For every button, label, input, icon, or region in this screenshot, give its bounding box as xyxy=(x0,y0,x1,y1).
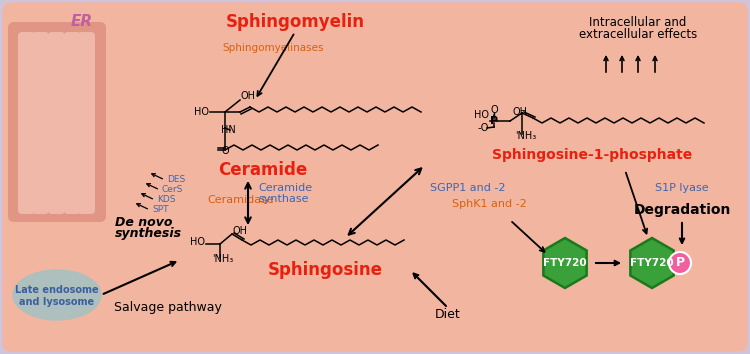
Text: Diet: Diet xyxy=(435,308,460,320)
Text: HO: HO xyxy=(190,237,205,247)
Text: Sphingomyelinases: Sphingomyelinases xyxy=(222,43,323,53)
Text: Ceramidase: Ceramidase xyxy=(207,195,274,205)
Text: synthesis: synthesis xyxy=(115,228,182,240)
Text: OH: OH xyxy=(512,107,527,117)
Text: FTY720: FTY720 xyxy=(630,258,674,268)
Polygon shape xyxy=(630,238,674,288)
Text: KDS: KDS xyxy=(157,195,176,205)
Text: -O: -O xyxy=(478,123,489,133)
Text: 'NH₃: 'NH₃ xyxy=(212,254,233,264)
Text: Sphingosine: Sphingosine xyxy=(268,261,382,279)
FancyBboxPatch shape xyxy=(8,22,106,222)
Circle shape xyxy=(669,252,691,274)
Text: O: O xyxy=(221,146,229,156)
FancyBboxPatch shape xyxy=(48,32,65,214)
Text: OH: OH xyxy=(241,91,256,101)
Text: CerS: CerS xyxy=(162,185,183,194)
Text: O: O xyxy=(490,105,498,115)
Text: SphK1 and -2: SphK1 and -2 xyxy=(452,199,526,209)
Text: OH: OH xyxy=(232,226,248,236)
Text: extracellular effects: extracellular effects xyxy=(579,29,698,41)
Ellipse shape xyxy=(13,270,101,320)
FancyBboxPatch shape xyxy=(18,32,35,214)
Text: synthase: synthase xyxy=(258,194,308,204)
Text: HO: HO xyxy=(194,107,209,117)
Text: S1P lyase: S1P lyase xyxy=(656,183,709,193)
Text: Intracellular and: Intracellular and xyxy=(590,16,687,29)
Text: Ceramide: Ceramide xyxy=(218,161,308,179)
Text: FTY720: FTY720 xyxy=(543,258,586,268)
FancyBboxPatch shape xyxy=(3,3,747,351)
Text: Ceramide: Ceramide xyxy=(258,183,312,193)
Text: Degradation: Degradation xyxy=(633,203,730,217)
Text: P: P xyxy=(676,257,685,269)
Text: P: P xyxy=(490,116,498,126)
Text: De novo: De novo xyxy=(115,216,172,228)
FancyBboxPatch shape xyxy=(78,32,95,214)
Text: and lysosome: and lysosome xyxy=(20,297,94,307)
FancyBboxPatch shape xyxy=(64,32,81,214)
Polygon shape xyxy=(543,238,586,288)
Text: Late endosome: Late endosome xyxy=(15,285,99,295)
Text: ER: ER xyxy=(71,15,93,29)
Text: SPT: SPT xyxy=(152,206,169,215)
Text: Sphingomyelin: Sphingomyelin xyxy=(226,13,364,31)
Text: HN: HN xyxy=(221,125,236,135)
Text: DES: DES xyxy=(167,176,185,184)
Text: Salvage pathway: Salvage pathway xyxy=(114,302,222,314)
FancyBboxPatch shape xyxy=(32,32,49,214)
Text: Sphingosine-1-phosphate: Sphingosine-1-phosphate xyxy=(492,148,692,162)
Text: SGPP1 and -2: SGPP1 and -2 xyxy=(430,183,506,193)
Text: 'NH₃: 'NH₃ xyxy=(515,131,536,141)
Text: HO: HO xyxy=(474,110,489,120)
